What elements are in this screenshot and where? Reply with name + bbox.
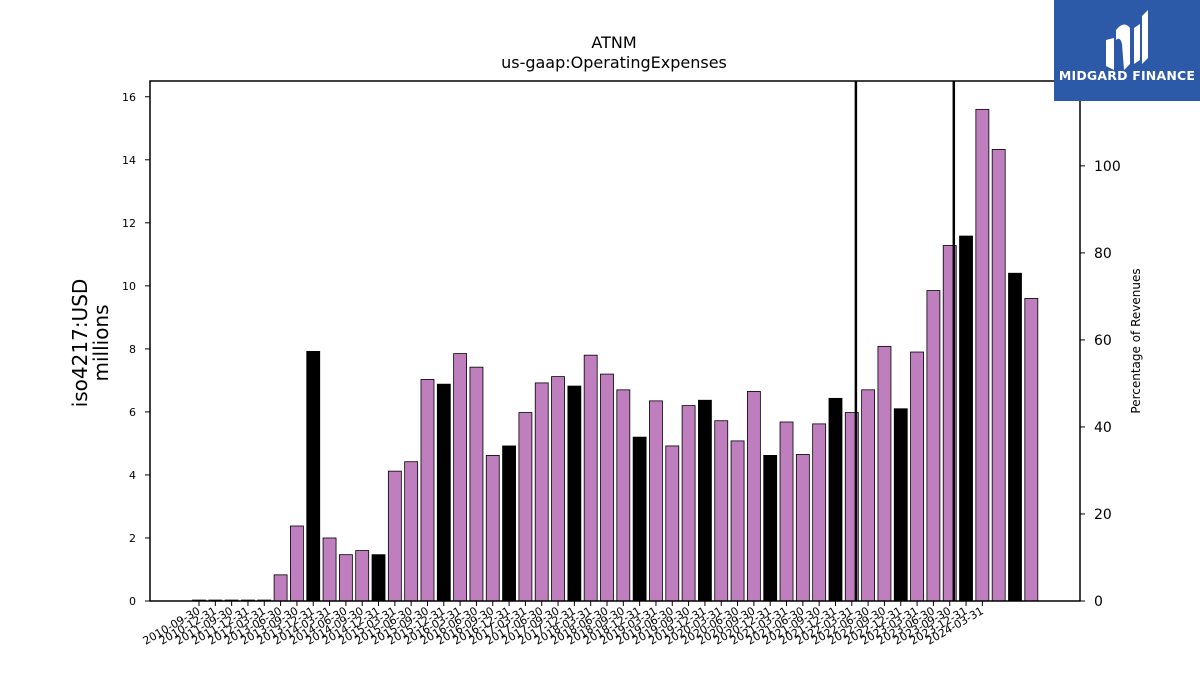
- bar: [681, 405, 696, 602]
- bar: [355, 550, 370, 602]
- y-axis-label-line1: iso4217:USD: [68, 279, 92, 408]
- bar: [518, 412, 533, 602]
- plot-frame: [149, 80, 1081, 602]
- y-axis-label-line2: millions: [89, 304, 113, 381]
- bar: [567, 385, 582, 602]
- y-tick-label: 10: [122, 280, 136, 293]
- y2-axis-label: Percentage of Revenues: [1129, 268, 1143, 413]
- y-tick-label: 16: [122, 91, 136, 104]
- bar: [273, 574, 288, 602]
- bar: [763, 454, 778, 602]
- bar: [485, 454, 500, 602]
- y-tick-label: 6: [129, 406, 136, 419]
- bar: [893, 408, 908, 602]
- bar: [469, 366, 484, 602]
- bar: [404, 461, 419, 602]
- bar: [290, 525, 304, 602]
- y-tick-label: 14: [122, 154, 136, 167]
- bar: [828, 397, 843, 602]
- bar: [779, 421, 794, 602]
- bar: [877, 345, 892, 602]
- bar: [959, 235, 973, 602]
- y-tick-label: 8: [129, 343, 136, 356]
- bar: [812, 423, 827, 602]
- logo-mark-icon: [1106, 10, 1148, 70]
- bar: [665, 445, 680, 602]
- bar: [502, 445, 516, 602]
- bar: [371, 554, 386, 602]
- bar: [338, 554, 353, 602]
- bar: [306, 350, 321, 602]
- bar: [1024, 298, 1039, 602]
- bar: [698, 399, 712, 602]
- bar: [926, 290, 941, 602]
- bar: [649, 400, 663, 602]
- bar: [600, 373, 614, 602]
- y-tick-label: 0: [129, 595, 136, 608]
- y2-tick-label: 0: [1094, 594, 1103, 610]
- chart-subtitle: us-gaap:OperatingExpenses: [501, 53, 727, 72]
- y2-tick-label: 80: [1094, 246, 1112, 262]
- bar: [616, 389, 631, 602]
- bar: [534, 382, 549, 602]
- bar: [975, 108, 990, 602]
- bar: [746, 391, 761, 602]
- bar: [1008, 272, 1022, 602]
- bar: [991, 148, 1006, 602]
- bar: [632, 436, 647, 602]
- bar: [551, 376, 565, 602]
- midgard-finance-logo: MIDGARD FINANCE: [1054, 0, 1200, 101]
- bar: [583, 354, 598, 602]
- axes-group: 02468101214160204060801002010-09-302010-…: [122, 80, 1121, 648]
- chart-title: ATNM: [591, 33, 636, 52]
- bar: [730, 440, 745, 602]
- bar: [436, 383, 451, 602]
- y-tick-label: 4: [129, 469, 136, 482]
- y2-tick-label: 100: [1094, 159, 1121, 175]
- y2-tick-label: 60: [1094, 333, 1112, 349]
- y-tick-label: 12: [122, 217, 136, 230]
- bars-group: [192, 108, 1039, 602]
- y2-tick-label: 40: [1094, 420, 1112, 436]
- y-tick-label: 2: [129, 532, 136, 545]
- bar: [861, 389, 876, 602]
- logo-text: MIDGARD FINANCE: [1058, 68, 1196, 83]
- bar: [453, 353, 468, 602]
- bar: [795, 454, 810, 602]
- bar: [714, 420, 729, 602]
- bar: [910, 351, 924, 602]
- bar: [322, 537, 337, 602]
- y2-tick-label: 20: [1094, 507, 1112, 523]
- bar: [387, 470, 402, 602]
- bar: [420, 379, 435, 602]
- marker-lines-group: [854, 81, 956, 601]
